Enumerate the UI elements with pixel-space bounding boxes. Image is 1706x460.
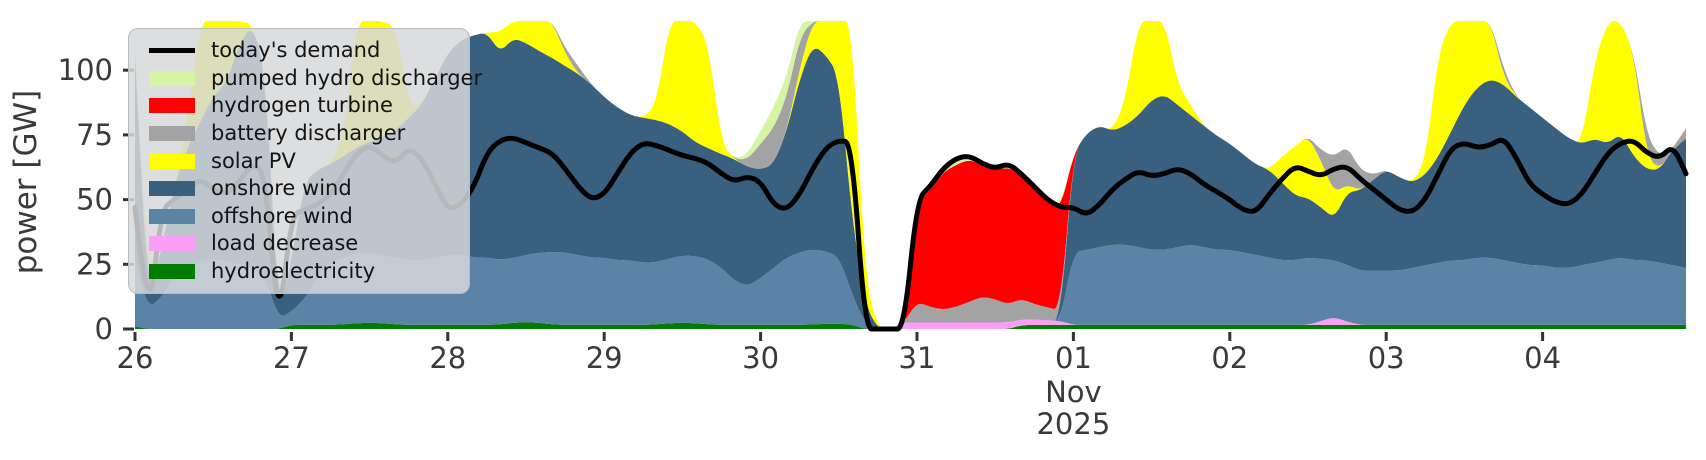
legend-label: hydrogen turbine	[211, 93, 393, 118]
y-tick-label-25: 25	[76, 247, 113, 281]
y-axis-label: power [GW]	[8, 90, 44, 275]
legend-label: battery discharger	[211, 121, 406, 146]
y-tick-label-75: 75	[76, 118, 113, 152]
legend-label: today's demand	[211, 38, 381, 63]
y-tick-label-50: 50	[76, 183, 113, 217]
legend-swatch-line	[149, 48, 195, 54]
legend-swatch-patch	[149, 70, 195, 86]
legend-label: solar PV	[211, 148, 296, 173]
area-onshore-wind	[135, 30, 1686, 330]
legend-label: pumped hydro discharger	[211, 65, 483, 90]
x-tick-label-31: 31	[899, 341, 936, 375]
legend-swatch-patch	[149, 236, 195, 252]
axis-tick-labels: 26 27 28 29 30 31 01 02 03 04 0 25 50 75 100	[58, 53, 1561, 375]
legend-item-solar-pv: solar PV	[149, 147, 455, 175]
x-tick-label-29: 29	[586, 341, 623, 375]
x-tick-label-03: 03	[1368, 341, 1405, 375]
area-hydroelectricity	[135, 322, 1686, 329]
x-tick-label-28: 28	[429, 341, 466, 375]
legend-item-offshore-wind: offshore wind	[149, 203, 455, 231]
x-tick-label-01: 01	[1055, 341, 1092, 375]
x-tick-label-26: 26	[117, 341, 154, 375]
x-tick-label-27: 27	[273, 341, 310, 375]
x-tick-label-04: 04	[1524, 341, 1561, 375]
legend-swatch-patch	[149, 264, 195, 280]
legend-label: hydroelectricity	[211, 259, 376, 284]
area-battery-discharger	[135, 21, 1686, 329]
legend-item-today-s-demand: today's demand	[149, 37, 455, 65]
legend-item-hydrogen-turbine: hydrogen turbine	[149, 92, 455, 120]
x-axis-month-label: Nov	[1045, 375, 1102, 409]
legend-label: onshore wind	[211, 176, 352, 201]
legend-swatch-patch	[149, 126, 195, 142]
x-axis-year-label: 2025	[1036, 407, 1110, 441]
area-offshore-wind	[135, 244, 1686, 329]
legend-item-battery-discharger: battery discharger	[149, 120, 455, 148]
legend-swatch-patch	[149, 181, 195, 197]
legend-label: load decrease	[211, 231, 359, 256]
legend-swatch-patch	[149, 208, 195, 224]
x-tick-label-02: 02	[1211, 341, 1248, 375]
y-tick-label-0: 0	[95, 312, 113, 346]
area-load-decrease	[135, 318, 1686, 329]
legend-item-onshore-wind: onshore wind	[149, 175, 455, 203]
legend-item-pumped-hydro-discharger: pumped hydro discharger	[149, 65, 482, 93]
legend: today's demand pumped hydro discharger hyd…	[128, 28, 482, 295]
legend-swatch-patch	[149, 153, 195, 169]
x-tick-label-30: 30	[742, 341, 779, 375]
legend-item-hydroelectricity: hydroelectricity	[149, 258, 455, 286]
axis-ticks	[123, 68, 1545, 341]
legend-item-load-decrease: load decrease	[149, 230, 455, 258]
legend-swatch-patch	[149, 98, 195, 114]
legend-label: offshore wind	[211, 203, 353, 228]
y-tick-label-100: 100	[58, 53, 113, 87]
